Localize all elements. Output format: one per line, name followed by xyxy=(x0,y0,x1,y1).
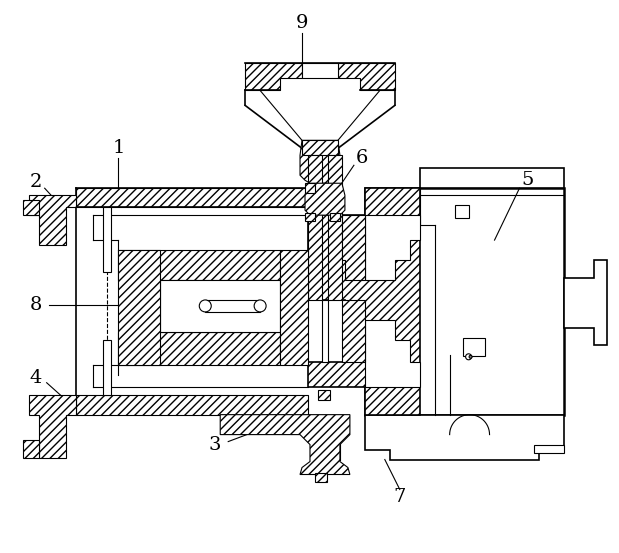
Polygon shape xyxy=(23,200,38,215)
Circle shape xyxy=(199,300,211,312)
Polygon shape xyxy=(220,415,350,474)
Polygon shape xyxy=(160,280,280,332)
Polygon shape xyxy=(206,300,260,312)
Polygon shape xyxy=(338,62,395,91)
Bar xyxy=(534,445,565,452)
Polygon shape xyxy=(365,415,565,460)
Polygon shape xyxy=(305,183,345,215)
Polygon shape xyxy=(322,300,328,362)
Text: 8: 8 xyxy=(30,296,42,314)
Polygon shape xyxy=(308,155,322,300)
Polygon shape xyxy=(365,215,420,280)
Circle shape xyxy=(469,355,472,358)
Polygon shape xyxy=(302,62,338,79)
Bar xyxy=(305,183,315,193)
Bar xyxy=(103,340,111,395)
Text: 7: 7 xyxy=(394,488,406,507)
Text: 5: 5 xyxy=(521,171,534,189)
Polygon shape xyxy=(118,332,280,365)
Polygon shape xyxy=(420,168,565,188)
Bar xyxy=(305,213,315,221)
Text: 6: 6 xyxy=(356,149,368,168)
Polygon shape xyxy=(302,140,338,155)
Polygon shape xyxy=(565,260,607,345)
Polygon shape xyxy=(245,62,302,91)
Polygon shape xyxy=(23,440,38,457)
Polygon shape xyxy=(28,195,76,245)
Polygon shape xyxy=(342,300,365,362)
Bar xyxy=(318,390,330,400)
Polygon shape xyxy=(76,188,308,207)
Text: 2: 2 xyxy=(30,173,42,191)
Text: 4: 4 xyxy=(30,369,42,387)
Bar xyxy=(103,207,111,272)
Text: 1: 1 xyxy=(112,139,124,157)
Polygon shape xyxy=(76,395,308,415)
Bar xyxy=(330,213,340,221)
Circle shape xyxy=(254,300,266,312)
Circle shape xyxy=(465,354,472,360)
Text: 3: 3 xyxy=(209,436,222,453)
Polygon shape xyxy=(308,188,420,415)
Polygon shape xyxy=(365,188,565,415)
Polygon shape xyxy=(300,140,340,183)
Polygon shape xyxy=(342,215,365,280)
Polygon shape xyxy=(118,250,160,365)
Text: 12: 12 xyxy=(365,216,390,234)
Bar xyxy=(315,472,327,482)
Polygon shape xyxy=(28,395,76,457)
Polygon shape xyxy=(118,250,280,280)
Polygon shape xyxy=(365,320,420,387)
Polygon shape xyxy=(280,250,308,365)
Bar xyxy=(462,338,485,356)
Polygon shape xyxy=(328,155,342,300)
Text: 9: 9 xyxy=(296,14,308,32)
Bar xyxy=(454,205,469,218)
